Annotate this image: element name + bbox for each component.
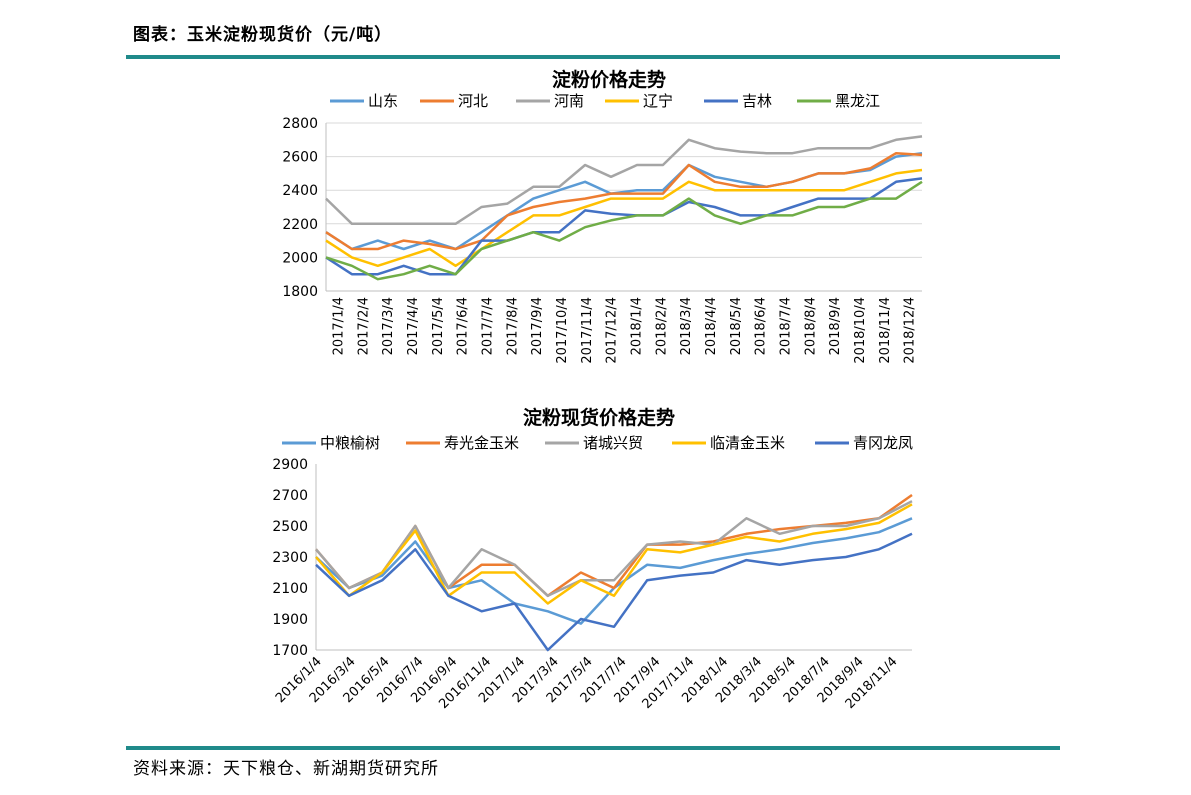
series-line-河北 bbox=[325, 151, 923, 251]
legend-label: 吉林 bbox=[742, 92, 772, 110]
y-tick-label: 1700 bbox=[272, 643, 308, 659]
series-line-青冈龙凤 bbox=[315, 532, 913, 652]
x-tick-label: 2017/3/4 bbox=[381, 297, 396, 355]
bottom-divider bbox=[126, 746, 1060, 750]
chart-title: 淀粉现货价格走势 bbox=[523, 406, 675, 429]
y-tick-label: 2800 bbox=[282, 116, 318, 132]
legend-label: 中粮榆树 bbox=[320, 434, 380, 452]
x-tick-label: 2018/1/4 bbox=[629, 297, 644, 355]
x-tick-label: 2017/10/4 bbox=[555, 297, 570, 364]
x-tick-label: 2017/8/4 bbox=[505, 297, 520, 355]
legend-label: 河南 bbox=[554, 92, 584, 110]
y-tick-label: 2600 bbox=[282, 150, 318, 166]
series-line-山东 bbox=[325, 151, 923, 251]
x-tick-label: 2018/9/4 bbox=[828, 297, 843, 355]
x-tick-label: 2018/2/4 bbox=[654, 297, 669, 355]
x-tick-label: 2017/5/4 bbox=[431, 297, 446, 355]
series-line-辽宁 bbox=[325, 168, 923, 268]
x-tick-label: 2017/9/4 bbox=[530, 297, 545, 355]
y-tick-label: 1800 bbox=[282, 284, 318, 300]
x-tick-label: 2018/5/4 bbox=[729, 297, 744, 355]
y-tick-label: 1900 bbox=[272, 612, 308, 628]
x-tick-label: 2017/6/4 bbox=[456, 297, 471, 355]
legend-label: 河北 bbox=[458, 92, 488, 110]
legend-label: 辽宁 bbox=[643, 92, 673, 110]
legend-label: 山东 bbox=[368, 92, 398, 110]
chart-title: 淀粉价格走势 bbox=[552, 68, 666, 91]
x-tick-label: 2018/11/4 bbox=[878, 297, 893, 364]
legend-label: 青冈龙凤 bbox=[853, 434, 913, 452]
x-tick-label: 2018/12/4 bbox=[903, 297, 918, 364]
x-tick-label: 2017/2/4 bbox=[356, 297, 371, 355]
y-tick-label: 2900 bbox=[272, 457, 308, 473]
legend-label: 寿光金玉米 bbox=[444, 434, 519, 452]
x-tick-label: 2018/4/4 bbox=[704, 297, 719, 355]
y-tick-label: 2200 bbox=[282, 217, 318, 233]
legend-label: 诸城兴贸 bbox=[583, 434, 643, 452]
x-tick-label: 2017/4/4 bbox=[406, 297, 421, 355]
series-line-临清金玉米 bbox=[315, 503, 913, 605]
x-tick-label: 2017/1/4 bbox=[331, 297, 346, 355]
series-line-吉林 bbox=[325, 177, 923, 276]
series-line-中粮榆树 bbox=[315, 517, 913, 625]
page-title: 图表：玉米淀粉现货价（元/吨） bbox=[133, 25, 393, 45]
x-tick-label: 2018/3/4 bbox=[679, 297, 694, 355]
source-note: 资料来源：天下粮仓、新湖期货研究所 bbox=[133, 759, 439, 779]
top-divider bbox=[126, 55, 1060, 59]
x-tick-label: 2018/8/4 bbox=[803, 297, 818, 355]
y-tick-label: 2300 bbox=[272, 550, 308, 566]
series-line-河南 bbox=[325, 135, 923, 226]
x-tick-label: 2018/7/4 bbox=[778, 297, 793, 355]
series-line-诸城兴贸 bbox=[315, 500, 913, 598]
legend-label: 临清金玉米 bbox=[710, 434, 785, 452]
y-tick-label: 2000 bbox=[282, 250, 318, 266]
legend-label: 黑龙江 bbox=[835, 92, 880, 110]
x-tick-label: 2017/12/4 bbox=[605, 297, 620, 364]
y-tick-label: 2400 bbox=[282, 183, 318, 199]
series-line-黑龙江 bbox=[325, 180, 923, 281]
x-tick-label: 2017/11/4 bbox=[580, 297, 595, 364]
y-tick-label: 2700 bbox=[272, 488, 308, 504]
x-tick-label: 2018/10/4 bbox=[853, 297, 868, 364]
y-tick-label: 2100 bbox=[272, 581, 308, 597]
y-tick-label: 2500 bbox=[272, 519, 308, 535]
x-tick-label: 2018/6/4 bbox=[754, 297, 769, 355]
x-tick-label: 2017/7/4 bbox=[480, 297, 495, 355]
